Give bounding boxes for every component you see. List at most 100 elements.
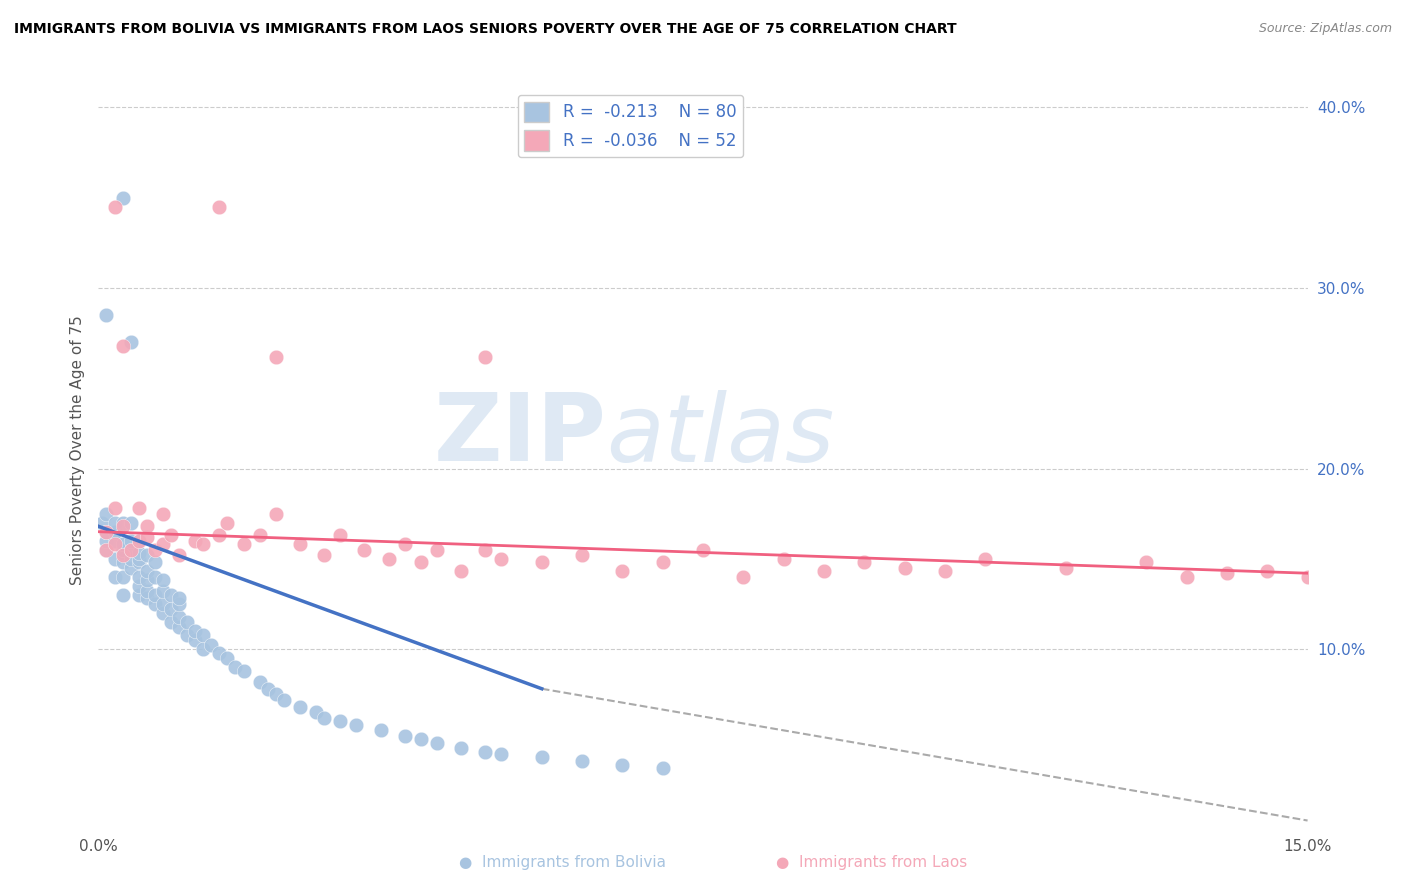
Point — [167, 620, 190, 634]
Point — [152, 574, 174, 588]
Point — [208, 646, 231, 660]
Point — [193, 642, 215, 657]
Point — [152, 537, 174, 551]
Point — [217, 651, 239, 665]
Point — [152, 507, 174, 521]
Point — [474, 745, 496, 759]
Point — [96, 542, 118, 557]
Point — [103, 533, 125, 548]
Point — [96, 507, 118, 521]
Point — [1296, 570, 1319, 584]
Point — [143, 597, 166, 611]
Point — [571, 548, 593, 562]
Point — [103, 537, 125, 551]
Point — [120, 551, 142, 566]
Point — [394, 729, 416, 743]
Point — [103, 501, 125, 516]
Point — [329, 714, 352, 729]
Point — [135, 530, 157, 544]
Point — [120, 335, 142, 350]
Point — [893, 561, 915, 575]
Point — [314, 548, 336, 562]
Point — [111, 191, 134, 205]
Point — [184, 533, 207, 548]
Point — [612, 757, 634, 772]
Point — [160, 615, 183, 629]
Point — [426, 736, 449, 750]
Text: atlas: atlas — [606, 390, 835, 481]
Point — [217, 516, 239, 530]
Point — [692, 542, 714, 557]
Point — [353, 542, 375, 557]
Point — [974, 551, 997, 566]
Point — [450, 565, 472, 579]
Point — [152, 606, 174, 620]
Point — [651, 761, 673, 775]
Text: ●  Immigrants from Laos: ● Immigrants from Laos — [776, 855, 967, 870]
Legend: R =  -0.213    N = 80, R =  -0.036    N = 52: R = -0.213 N = 80, R = -0.036 N = 52 — [517, 95, 744, 157]
Point — [128, 579, 150, 593]
Point — [193, 537, 215, 551]
Point — [160, 528, 183, 542]
Point — [128, 570, 150, 584]
Point — [111, 570, 134, 584]
Point — [934, 565, 956, 579]
Point — [530, 555, 553, 569]
Point — [135, 519, 157, 533]
Point — [370, 723, 392, 738]
Point — [1135, 555, 1157, 569]
Point — [813, 565, 835, 579]
Point — [474, 542, 496, 557]
Point — [135, 565, 157, 579]
Point — [256, 681, 278, 696]
Point — [232, 537, 254, 551]
Point — [128, 588, 150, 602]
Point — [394, 537, 416, 551]
Point — [377, 551, 399, 566]
Point — [491, 551, 513, 566]
Point — [491, 747, 513, 761]
Point — [232, 664, 254, 678]
Point — [733, 570, 755, 584]
Point — [128, 533, 150, 548]
Point — [103, 516, 125, 530]
Point — [128, 501, 150, 516]
Point — [249, 674, 271, 689]
Point — [1054, 561, 1077, 575]
Point — [612, 565, 634, 579]
Point — [264, 687, 287, 701]
Point — [111, 548, 134, 562]
Point — [111, 555, 134, 569]
Text: ZIP: ZIP — [433, 389, 606, 482]
Point — [571, 754, 593, 768]
Point — [224, 660, 246, 674]
Point — [288, 699, 311, 714]
Point — [1216, 566, 1239, 581]
Point — [1175, 570, 1198, 584]
Point — [111, 339, 134, 353]
Point — [143, 570, 166, 584]
Point — [426, 542, 449, 557]
Point — [143, 542, 166, 557]
Point — [314, 711, 336, 725]
Text: ●  Immigrants from Bolivia: ● Immigrants from Bolivia — [458, 855, 666, 870]
Point — [120, 533, 142, 548]
Point — [208, 200, 231, 214]
Point — [167, 609, 190, 624]
Point — [96, 308, 118, 322]
Point — [264, 507, 287, 521]
Point — [143, 555, 166, 569]
Point — [111, 537, 134, 551]
Point — [329, 528, 352, 542]
Point — [128, 546, 150, 560]
Point — [450, 741, 472, 756]
Point — [160, 588, 183, 602]
Point — [111, 516, 134, 530]
Point — [111, 519, 134, 533]
Point — [176, 627, 198, 641]
Point — [474, 350, 496, 364]
Point — [167, 591, 190, 606]
Point — [167, 597, 190, 611]
Point — [264, 350, 287, 364]
Point — [193, 627, 215, 641]
